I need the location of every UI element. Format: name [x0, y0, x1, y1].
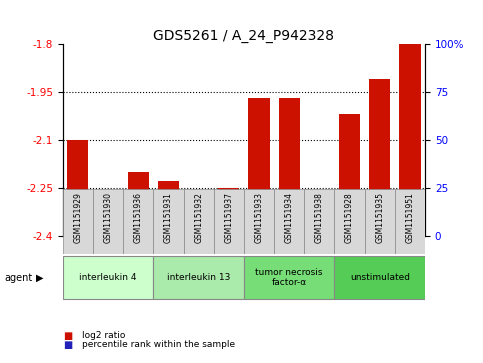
Text: GSM1151929: GSM1151929 [73, 192, 83, 243]
Text: GSM1151935: GSM1151935 [375, 192, 384, 243]
Text: GSM1151934: GSM1151934 [284, 192, 294, 243]
Text: unstimulated: unstimulated [350, 273, 410, 282]
Point [376, 216, 384, 221]
Bar [334, 256, 425, 299]
Bar [93, 189, 123, 254]
Bar [395, 189, 425, 254]
Bar [274, 189, 304, 254]
Text: ■: ■ [63, 340, 72, 350]
Title: GDS5261 / A_24_P942328: GDS5261 / A_24_P942328 [154, 29, 334, 42]
Bar [248, 98, 270, 236]
Text: GSM1151938: GSM1151938 [315, 192, 324, 243]
Text: GSM1151933: GSM1151933 [255, 192, 264, 243]
Point [315, 227, 323, 233]
Point [285, 216, 293, 221]
Point [165, 216, 172, 221]
Bar [154, 189, 184, 254]
Bar [339, 114, 360, 236]
Point [74, 214, 82, 220]
Bar [123, 189, 154, 254]
Text: GSM1151928: GSM1151928 [345, 192, 354, 243]
Bar [67, 140, 88, 236]
Text: GSM1151937: GSM1151937 [224, 192, 233, 243]
Text: GSM1151930: GSM1151930 [103, 192, 113, 243]
Text: interleukin 13: interleukin 13 [167, 273, 230, 282]
Text: GSM1151931: GSM1151931 [164, 192, 173, 243]
Bar [244, 256, 334, 299]
Text: percentile rank within the sample: percentile rank within the sample [82, 340, 235, 349]
Bar [279, 98, 300, 236]
Bar [63, 189, 93, 254]
Bar [244, 189, 274, 254]
Point [346, 216, 354, 221]
Bar [158, 182, 179, 236]
Point [195, 225, 202, 231]
Bar [128, 172, 149, 236]
Bar [213, 189, 244, 254]
Bar [365, 189, 395, 254]
Bar [369, 79, 390, 236]
Text: GSM1151951: GSM1151951 [405, 192, 414, 243]
Point [225, 216, 233, 221]
Bar [98, 194, 119, 236]
Bar [154, 256, 244, 299]
Text: tumor necrosis
factor-α: tumor necrosis factor-α [256, 268, 323, 287]
Bar [63, 256, 154, 299]
Text: GSM1151936: GSM1151936 [134, 192, 143, 243]
Text: interleukin 4: interleukin 4 [79, 273, 137, 282]
Bar [188, 233, 209, 236]
Text: log2 ratio: log2 ratio [82, 331, 126, 340]
Text: ▶: ▶ [36, 273, 44, 283]
Text: agent: agent [5, 273, 33, 283]
Bar [399, 44, 421, 236]
Bar [218, 188, 240, 236]
Point [255, 214, 263, 220]
Point [134, 216, 142, 221]
Bar [184, 189, 213, 254]
Bar [304, 189, 334, 254]
Point [104, 218, 112, 224]
Text: ■: ■ [63, 331, 72, 341]
Point [406, 214, 414, 220]
Bar [334, 189, 365, 254]
Bar [309, 236, 330, 239]
Text: GSM1151932: GSM1151932 [194, 192, 203, 243]
